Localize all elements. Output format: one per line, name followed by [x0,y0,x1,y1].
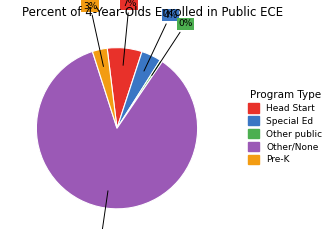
Text: 3%: 3% [83,2,103,66]
Text: Percent of 4-Year-Olds Enrolled in Public ECE: Percent of 4-Year-Olds Enrolled in Publi… [22,6,283,19]
Wedge shape [36,52,198,209]
Text: 7%: 7% [122,0,136,65]
Wedge shape [117,52,160,128]
Legend: Head Start, Special Ed, Other public, Other/None, Pre-K: Head Start, Special Ed, Other public, Ot… [246,88,324,166]
Wedge shape [117,60,162,128]
Text: 86%: 86% [89,191,109,229]
Wedge shape [92,48,117,128]
Text: 4%: 4% [144,11,177,71]
Wedge shape [107,48,142,128]
Text: 0%: 0% [152,19,193,75]
